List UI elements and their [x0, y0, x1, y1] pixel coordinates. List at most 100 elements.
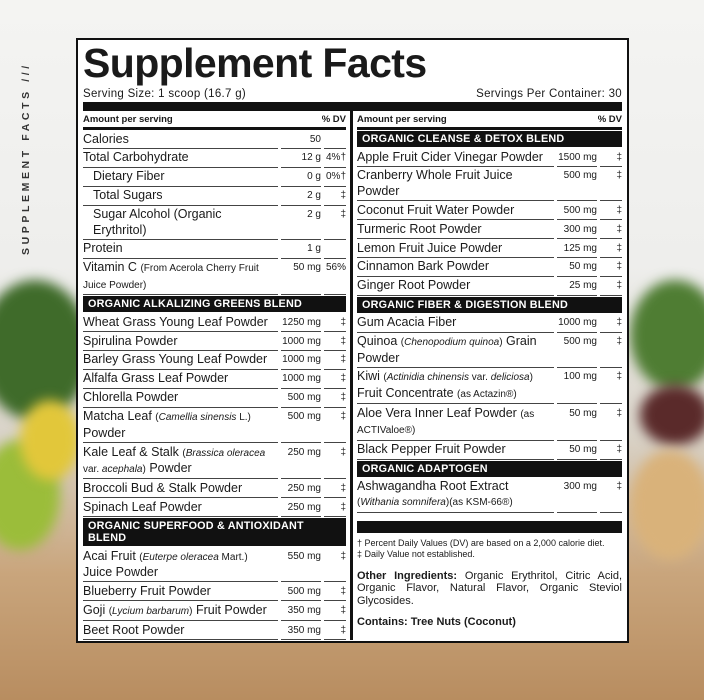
daily-value: ‡ — [600, 239, 622, 258]
nutrient-name: Chlorella Powder — [83, 389, 278, 408]
serving-size: Serving Size: 1 scoop (16.7 g) — [83, 88, 247, 100]
footnote: † Percent Daily Values (DV) are based on… — [357, 537, 605, 548]
daily-value: ‡ — [600, 148, 622, 167]
amount: 50 mg — [557, 441, 597, 460]
amount: 1000 mg — [281, 351, 321, 370]
nutrient-row: Protein 1 g — [83, 240, 346, 259]
nutrient-row: Spinach Leaf Powder 250 mg ‡ — [83, 498, 346, 518]
daily-value: ‡ — [600, 368, 622, 405]
header-dv: % DV — [597, 114, 622, 125]
name-part: Coconut Fruit Water Powder — [357, 202, 515, 217]
nutrient-name: Alfalfa Grass Leaf Powder — [83, 370, 278, 389]
other-ingredients-text: Organic Erythritol, Citric Acid, Organic… — [357, 569, 622, 607]
nutrient-name: Spinach Leaf Powder — [83, 498, 278, 518]
name-part: var. — [83, 463, 102, 475]
name-part: Fruit Powder — [192, 602, 267, 617]
amount: 12 g — [281, 149, 321, 168]
nutrient-row: Blueberry Fruit Powder 500 mg ‡ — [83, 582, 346, 602]
name-part: Euterpe oleracea — [142, 551, 219, 563]
daily-value: ‡ — [324, 408, 346, 443]
name-part: Juice Powder — [83, 565, 159, 580]
daily-value: ‡ — [324, 332, 346, 351]
daily-value-empty — [324, 130, 346, 149]
name-part: Goji — [83, 602, 109, 617]
amount: 25 mg — [557, 277, 597, 296]
amount: 250 mg — [281, 498, 321, 518]
daily-value: ‡ — [324, 206, 346, 240]
name-part: ) — [142, 463, 146, 475]
name-part: Camellia sinensis — [158, 412, 237, 424]
amount: 1000 mg — [557, 314, 597, 333]
nutrient-row: Alfalfa Grass Leaf Powder 1000 mg ‡ — [83, 370, 346, 389]
nutrient-row: Goji (Lycium barbarum) Fruit Powder 350 m… — [83, 601, 346, 622]
other-ingredients-label: Other Ingredients: — [357, 569, 458, 582]
footnote: ‡ Daily Value not established. — [357, 548, 475, 559]
section-header: ORGANIC FIBER & DIGESTION BLEND — [357, 296, 622, 313]
name-part: ) — [499, 337, 503, 349]
thick-rule — [357, 520, 622, 533]
nutrient-name: Gum Acacia Fiber — [357, 314, 554, 333]
nutrient-row: Apple Fruit Cider Vinegar Powder 1500 mg ‡ — [357, 148, 622, 167]
name-part: (From Acerola Cherry Fruit Juice Powder) — [83, 263, 259, 291]
name-part: Barley Grass Young Leaf Powder — [83, 352, 268, 367]
nutrient-row: Matcha Leaf (Camellia sinensis L.) Powde… — [83, 408, 346, 443]
serving-line: Serving Size: 1 scoop (16.7 g) Servings … — [83, 88, 622, 100]
amount: 500 mg — [281, 408, 321, 443]
name-part: Kiwi — [357, 369, 384, 384]
nutrient-row: Ashwagandha Root Extract (Withania somni… — [357, 478, 622, 513]
amount: 250 mg — [281, 479, 321, 499]
daily-value: ‡ — [600, 404, 622, 441]
nutrient-name: Acai Fruit (Euterpe oleracea Mart.) Juic… — [83, 547, 278, 583]
nutrient-name: Goji (Lycium barbarum) Fruit Powder — [83, 601, 278, 622]
nutrient-name: Kiwi (Actinidia chinensis var. deliciosa… — [357, 368, 554, 405]
amount: 500 mg — [557, 167, 597, 202]
column-header: Amount per serving % DV — [83, 111, 346, 130]
name-part: Wheat Grass Young Leaf Powder — [83, 314, 268, 329]
nutrient-row: Quinoa (Chenopodium quinoa) Grain Powder… — [357, 333, 622, 368]
name-part: acephala — [101, 463, 143, 475]
name-part: Broccoli Bud & Stalk Powder — [83, 480, 243, 495]
nutrient-row: Sugar Alcohol (Organic Erythritol) 2 g ‡ — [83, 206, 346, 240]
amount: 50 mg — [281, 259, 321, 296]
name-part: Dietary Fiber — [93, 169, 165, 184]
nutrient-name: Ashwagandha Root Extract (Withania somni… — [357, 478, 554, 513]
nutrient-name: Blueberry Fruit Powder — [83, 582, 278, 602]
nutrient-name: Dietary Fiber — [83, 168, 278, 187]
daily-value: ‡ — [324, 601, 346, 622]
nutrient-row: Broccoli Bud & Stalk Powder 250 mg ‡ — [83, 479, 346, 499]
name-part: ( — [400, 337, 405, 349]
nutrient-row: Barley Grass Young Leaf Powder 1000 mg ‡ — [83, 351, 346, 370]
nutrient-name: Lemon Fruit Juice Powder — [357, 239, 554, 258]
bg-beet — [640, 385, 704, 445]
nutrient-row: Beet Root Powder 350 mg ‡ — [83, 621, 346, 641]
amount: 300 mg — [557, 220, 597, 240]
other-ingredients: Other Ingredients: Organic Erythritol, C… — [357, 570, 622, 608]
amount: 1000 mg — [281, 332, 321, 351]
daily-value: ‡ — [324, 621, 346, 641]
nutrient-name: Apple Fruit Cider Vinegar Powder — [357, 148, 554, 167]
nutrient-row: Spirulina Powder 1000 mg ‡ — [83, 332, 346, 351]
amount: 50 mg — [557, 404, 597, 441]
amount: 500 mg — [557, 201, 597, 221]
name-part: Powder — [145, 460, 192, 475]
servings-per-container: Servings Per Container: 30 — [476, 88, 622, 100]
name-part: Chlorella Powder — [83, 390, 179, 405]
daily-value: ‡ — [324, 547, 346, 583]
amount: 1500 mg — [557, 148, 597, 167]
name-part: Quinoa — [357, 334, 401, 349]
amount: 250 mg — [281, 443, 321, 480]
nutrient-name: Beet Root Powder — [83, 621, 278, 641]
name-part: Acai Fruit — [83, 548, 140, 563]
column: Amount per serving % DV ORGANIC CLEANSE & … — [353, 111, 622, 640]
nutrient-name: Black Pepper Fruit Powder — [357, 441, 554, 460]
columns: Amount per serving% DV Calories 50 Total Ca… — [83, 111, 622, 641]
daily-value: ‡ — [324, 370, 346, 389]
name-part: (as Actazin®) — [457, 388, 517, 400]
name-part: Alfalfa Grass Leaf Powder — [83, 371, 229, 386]
nutrient-name: Total Carbohydrate — [83, 149, 278, 168]
daily-value: ‡ — [324, 582, 346, 602]
amount: 50 — [281, 130, 321, 149]
nutrient-row: Ginger Root Powder 25 mg ‡ — [357, 277, 622, 296]
name-part: var. — [469, 372, 491, 384]
name-part: Calories — [83, 131, 129, 146]
